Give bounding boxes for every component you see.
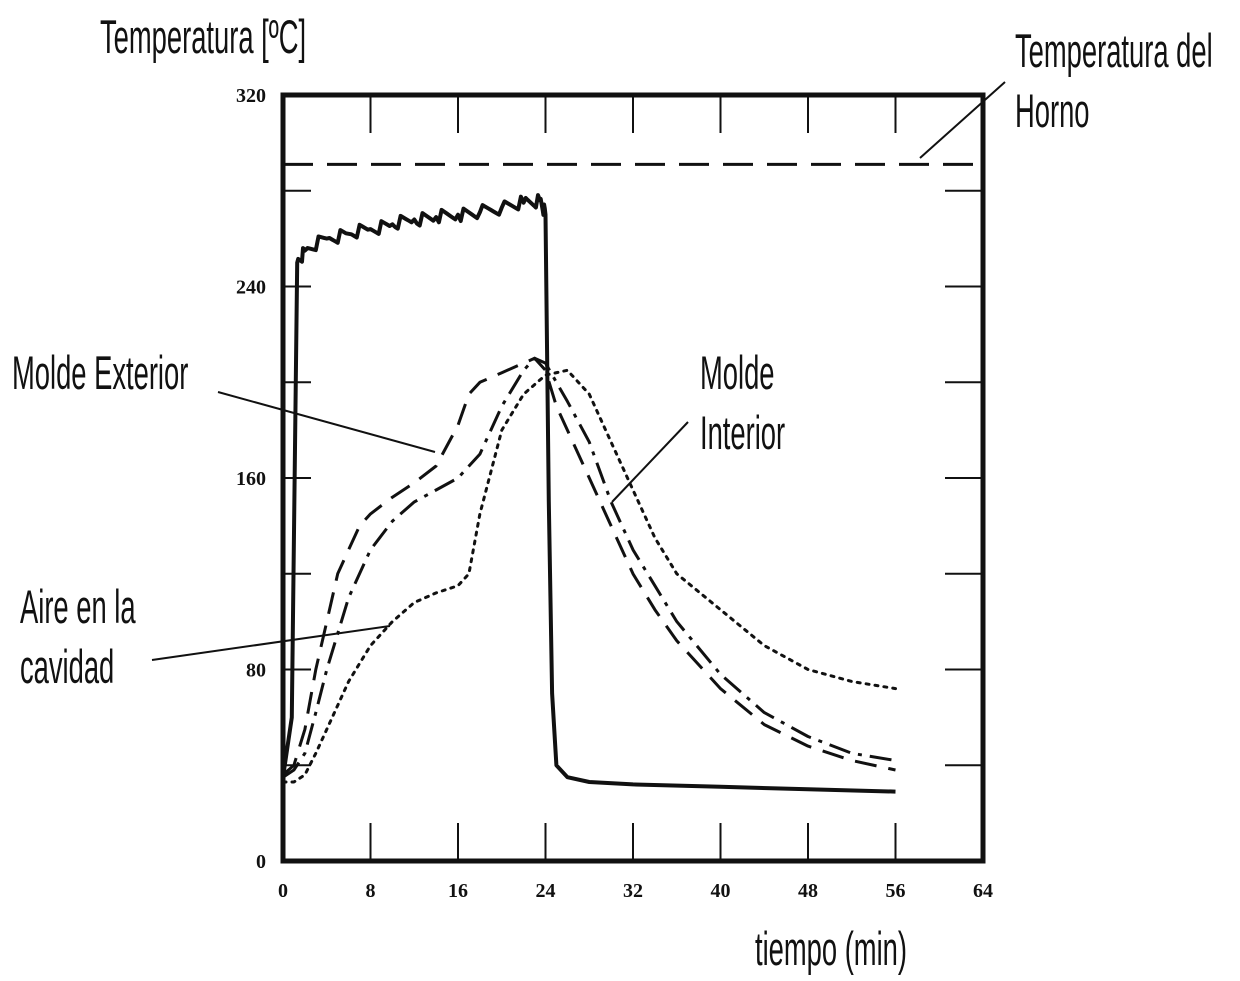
- leader-line-molde-interior: [611, 421, 689, 503]
- annotation-aire-line1: Aire en la: [20, 581, 136, 634]
- series-molde-interior: [282, 356, 896, 779]
- y-tick-label: 80: [246, 660, 266, 682]
- y-tick-label: 0: [256, 851, 266, 873]
- y-tick-label: 240: [236, 277, 266, 299]
- annotation-horno-line1: Temperatura del: [1015, 25, 1213, 78]
- x-tick-label: 64: [973, 880, 993, 902]
- annotation-molde-exterior: Molde Exterior: [12, 347, 188, 400]
- series-aire-cavidad: [281, 368, 897, 784]
- x-tick-label: 32: [623, 880, 643, 902]
- annotation-aire-line2: cavidad: [20, 641, 114, 694]
- x-tick-label: 8: [366, 880, 376, 902]
- x-tick-label: 24: [536, 880, 556, 902]
- x-tick-label: 48: [798, 880, 818, 902]
- y-tick-label: 160: [236, 468, 266, 490]
- x-tick-label: 56: [886, 880, 906, 902]
- leader-line-aire: [151, 625, 391, 661]
- x-axis-title: tiempo (min): [755, 923, 907, 976]
- x-tick-label: 0: [278, 880, 288, 902]
- series-solid-heater: [281, 193, 896, 794]
- series-molde-exterior: [282, 356, 896, 776]
- leader-line-molde-exterior: [217, 391, 436, 453]
- annotation-horno-line2: Horno: [1015, 85, 1090, 138]
- y-tick-label: 320: [236, 85, 266, 107]
- annotation-molde-interior-line2: Interior: [700, 407, 785, 460]
- x-tick-label: 16: [448, 880, 468, 902]
- y-axis-title: Temperatura [ºC]: [100, 11, 306, 64]
- plot-frame: [280, 92, 986, 864]
- annotation-molde-interior-line1: Molde: [700, 347, 775, 400]
- x-tick-label: 40: [711, 880, 731, 902]
- leader-line-horno: [919, 81, 1006, 159]
